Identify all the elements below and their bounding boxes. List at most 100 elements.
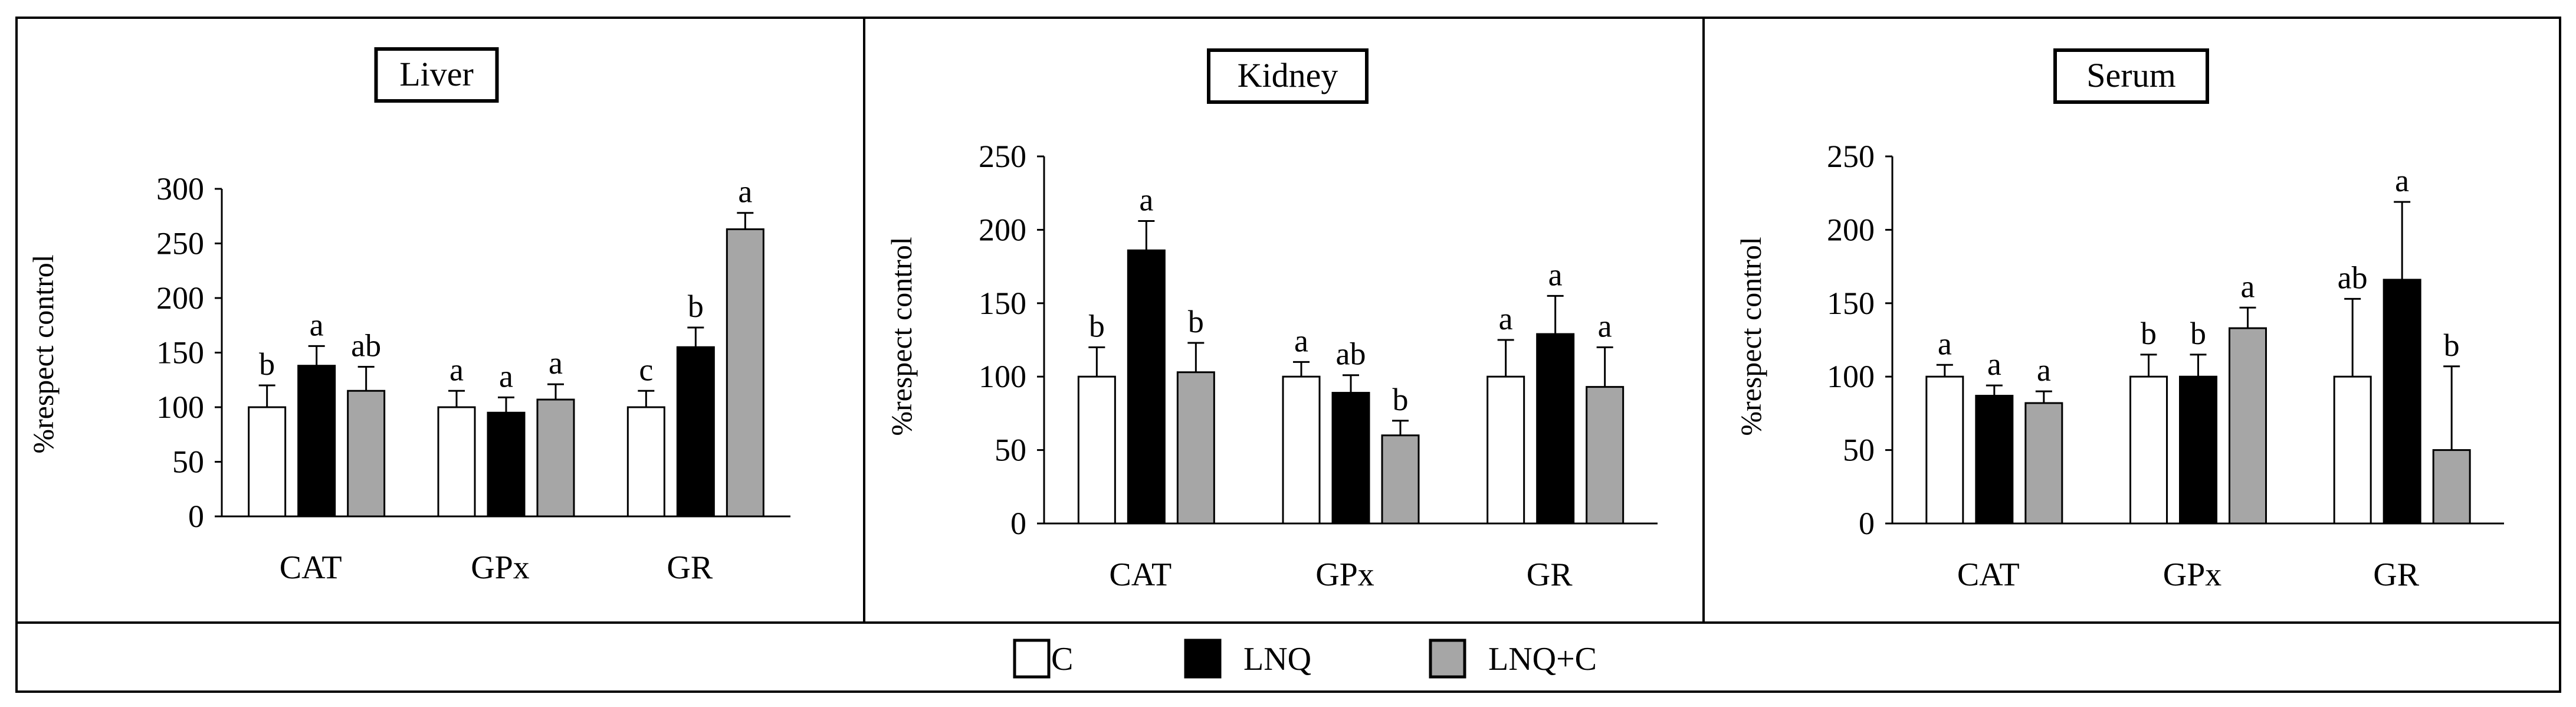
y-tick-label: 150	[979, 286, 1026, 321]
y-tick-label: 200	[156, 280, 204, 316]
x-tick-label: CAT	[1957, 557, 2020, 593]
y-tick-label: 0	[188, 499, 204, 534]
bar-lnqplusc-gr	[2432, 449, 2471, 525]
significance-label: b	[2141, 316, 2157, 351]
legend: C LNQ LNQ+C	[1013, 639, 1597, 679]
y-tick-label: 200	[1827, 212, 1875, 247]
significance-label: a	[738, 174, 752, 210]
bar-lnqplusc-cat	[2024, 402, 2063, 525]
panel-title: Kidney	[1207, 48, 1369, 104]
significance-label: b	[1188, 304, 1204, 339]
x-tick-label: GR	[667, 549, 713, 586]
significance-label: b	[2190, 316, 2206, 351]
bar-lnqplusc-cat	[1176, 371, 1215, 525]
significance-label: a	[2037, 352, 2051, 388]
bar-lnq-cat	[1127, 249, 1166, 525]
bar-lnqplusc-gr	[726, 228, 764, 518]
legend-swatch	[1429, 639, 1466, 679]
y-axis-label: %respect control	[885, 237, 918, 436]
significance-label: a	[449, 352, 464, 387]
bar-lnq-cat	[1975, 395, 2014, 525]
bar-lnq-gpx	[487, 411, 526, 518]
significance-label: a	[1598, 308, 1612, 343]
legend-label: C	[1051, 641, 1073, 677]
legend-item-lnqplusc: LNQ+C	[1429, 639, 1597, 679]
y-tick-label: 100	[1827, 359, 1875, 394]
bar-lnq-gr	[2383, 279, 2421, 525]
panel-title: Liver	[374, 47, 499, 103]
y-tick-label: 100	[156, 389, 204, 425]
y-tick-label: 100	[979, 359, 1026, 394]
bar-c-gr	[1486, 375, 1525, 525]
panel-title-text: Serum	[2086, 56, 2175, 94]
y-tick-label: 0	[1010, 506, 1026, 541]
significance-label: a	[1938, 326, 1952, 361]
significance-label: c	[639, 352, 653, 387]
chart-panel-kidney: Kidney %respect control 0 50 100 150 200 250 CAT…	[885, 48, 1658, 593]
significance-label: a	[2395, 163, 2409, 198]
bar-c-gr	[2333, 375, 2372, 525]
significance-label: b	[259, 346, 275, 382]
bar-c-cat	[1077, 375, 1116, 525]
bar-lnqplusc-cat	[347, 389, 386, 518]
bar-lnq-gpx	[2179, 375, 2217, 525]
legend-item-lnq: LNQ	[1184, 639, 1311, 679]
bar-c-cat	[1925, 375, 1964, 525]
y-tick-label: 50	[995, 433, 1026, 468]
legend-item-c: C	[1013, 639, 1073, 679]
significance-label: a	[499, 358, 513, 394]
significance-label: b	[2444, 328, 2460, 363]
bar-lnqplusc-gpx	[1381, 434, 1420, 525]
bar-c-gpx	[1282, 375, 1321, 525]
bar-c-gpx	[437, 406, 476, 518]
y-tick-label: 200	[979, 212, 1026, 247]
legend-swatch	[1184, 639, 1222, 679]
significance-label: b	[1089, 308, 1105, 343]
panel-title-box	[2053, 48, 2209, 104]
y-tick-label: 50	[1843, 433, 1875, 468]
y-tick-label: 250	[979, 139, 1026, 174]
y-tick-label: 0	[1859, 506, 1875, 541]
bar-lnqplusc-gpx	[536, 398, 575, 518]
outer-frame	[15, 17, 2561, 693]
panel-title: Serum	[2053, 48, 2209, 104]
bar-lnq-gr	[676, 346, 715, 518]
panel-title-box	[374, 47, 499, 103]
bar-c-cat	[248, 406, 287, 518]
legend-label: LNQ	[1243, 641, 1311, 677]
x-tick-label: GPx	[471, 549, 530, 586]
chart-panel-serum: Serum %respect control 0 50 100 150 200 250 CAT a…	[1734, 48, 2504, 593]
bar-c-gr	[626, 406, 665, 518]
y-axis-label: %respect control	[1734, 237, 1767, 436]
significance-label: a	[1987, 346, 2001, 382]
significance-label: ab	[2338, 260, 2368, 295]
y-tick-label: 50	[172, 444, 204, 480]
bar-lnq-cat	[297, 365, 336, 518]
bar-lnqplusc-gpx	[2229, 327, 2267, 525]
significance-label: a	[549, 345, 563, 381]
significance-label: a	[1499, 301, 1513, 336]
bar-lnq-gpx	[1331, 392, 1370, 525]
y-tick-label: 150	[156, 335, 204, 371]
x-tick-label: GR	[1527, 557, 1573, 593]
significance-label: a	[2241, 269, 2255, 304]
y-tick-label: 300	[156, 171, 204, 207]
significance-label: a	[1548, 257, 1563, 292]
legend-swatch	[1013, 639, 1051, 679]
y-tick-label: 150	[1827, 286, 1875, 321]
significance-label: a	[310, 307, 324, 342]
y-tick-label: 250	[1827, 139, 1875, 174]
x-tick-label: GR	[2373, 557, 2419, 593]
significance-label: a	[1294, 323, 1308, 358]
chart-panel-liver: Liver %respect control 0 50 100 150 200 250 300 C…	[27, 47, 790, 586]
x-tick-label: GPx	[1315, 557, 1374, 593]
x-tick-label: CAT	[280, 549, 342, 586]
y-tick-label: 250	[156, 226, 204, 261]
significance-label: b	[1393, 382, 1409, 417]
significance-label: a	[1139, 182, 1153, 217]
panel-title-box	[1207, 48, 1369, 104]
y-axis-label: %respect control	[27, 254, 60, 453]
significance-label: ab	[1336, 336, 1366, 372]
bar-lnq-gr	[1536, 333, 1575, 525]
